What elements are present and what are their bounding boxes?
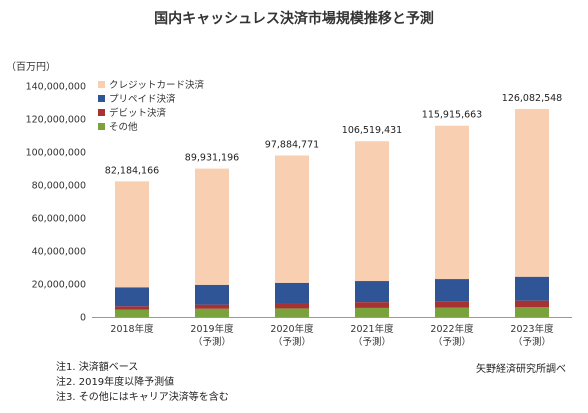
source-credit: 矢野経済研究所調べ [476,364,566,375]
notes: 注1. 決済額ベース 注2. 2019年度以降予測値 注3. その他にはキャリア… [56,360,229,405]
x-category-label: （予測） [193,336,231,348]
y-tick-label: 80,000,000 [32,181,86,192]
x-category-label: 2021年度 [350,323,394,335]
bar-segment [275,155,309,283]
bar-segment [115,181,149,288]
stacked-bar-chart: 0 20,000,000 40,000,000 60,000,000 80,000,00… [26,79,572,348]
chart-title: 国内キャッシュレス決済市場規模推移と予測 [154,11,434,27]
bar-segment [195,168,229,285]
bar-segment [115,287,149,307]
x-category-label: 2019年度 [190,323,234,335]
bar-segment [435,125,469,280]
y-tick-label: 20,000,000 [32,280,86,291]
legend-label: クレジットカード決済 [109,79,205,91]
note-3: 注3. その他にはキャリア決済等を含む [56,392,229,403]
y-tick-label: 40,000,000 [32,247,86,258]
y-unit-label: （百万円） [6,62,56,73]
legend-label: デビット決済 [109,107,167,119]
bar-segment [275,303,309,309]
bar-segment [355,302,389,308]
legend-swatch [98,109,105,116]
y-tick-label: 140,000,000 [26,82,86,93]
bar-total-label: 97,884,771 [265,139,319,150]
bar-segment [275,308,309,317]
bar-segment [515,276,549,301]
bar-segment [435,301,469,308]
bar-segment [515,300,549,308]
x-category-label: （予測） [433,336,471,348]
note-2: 注2. 2019年度以降予測値 [56,377,175,388]
legend-swatch [98,123,105,130]
bar-total-label: 82,184,166 [105,165,159,176]
y-tick-label: 100,000,000 [26,148,86,159]
bar-total-label: 106,519,431 [342,125,402,136]
x-category-label: 2018年度 [110,323,154,335]
bar-segment [115,309,149,317]
bar-total-label: 126,082,548 [502,93,562,104]
bar-segment [435,279,469,302]
bar-segment [195,284,229,305]
legend-swatch [98,95,105,102]
bar-segment [435,307,469,317]
bar-segment [355,141,389,282]
y-tick-label: 0 [80,313,86,324]
y-tick-label: 120,000,000 [26,115,86,126]
bar-segment [115,306,149,310]
x-category-label: 2023年度 [510,323,554,335]
legend-swatch [98,81,105,88]
bar-segment [515,307,549,317]
bar-segment [515,108,549,277]
bar-segment [275,282,309,304]
x-category-label: 2020年度 [270,323,314,335]
bar-segment [195,304,229,309]
bar-total-label: 115,915,663 [422,110,482,121]
x-category-label: （予測） [273,336,311,348]
bar-segment [355,281,389,303]
bar-total-label: 89,931,196 [185,153,239,164]
y-tick-label: 60,000,000 [32,214,86,225]
x-category-label: （予測） [513,336,551,348]
x-category-label: （予測） [353,336,391,348]
bar-segment [355,307,389,317]
legend-label: プリペイド決済 [109,93,176,105]
note-1: 注1. 決済額ベース [56,362,139,373]
x-category-label: 2022年度 [430,323,474,335]
bar-segment [195,308,229,317]
legend-label: その他 [109,121,138,133]
